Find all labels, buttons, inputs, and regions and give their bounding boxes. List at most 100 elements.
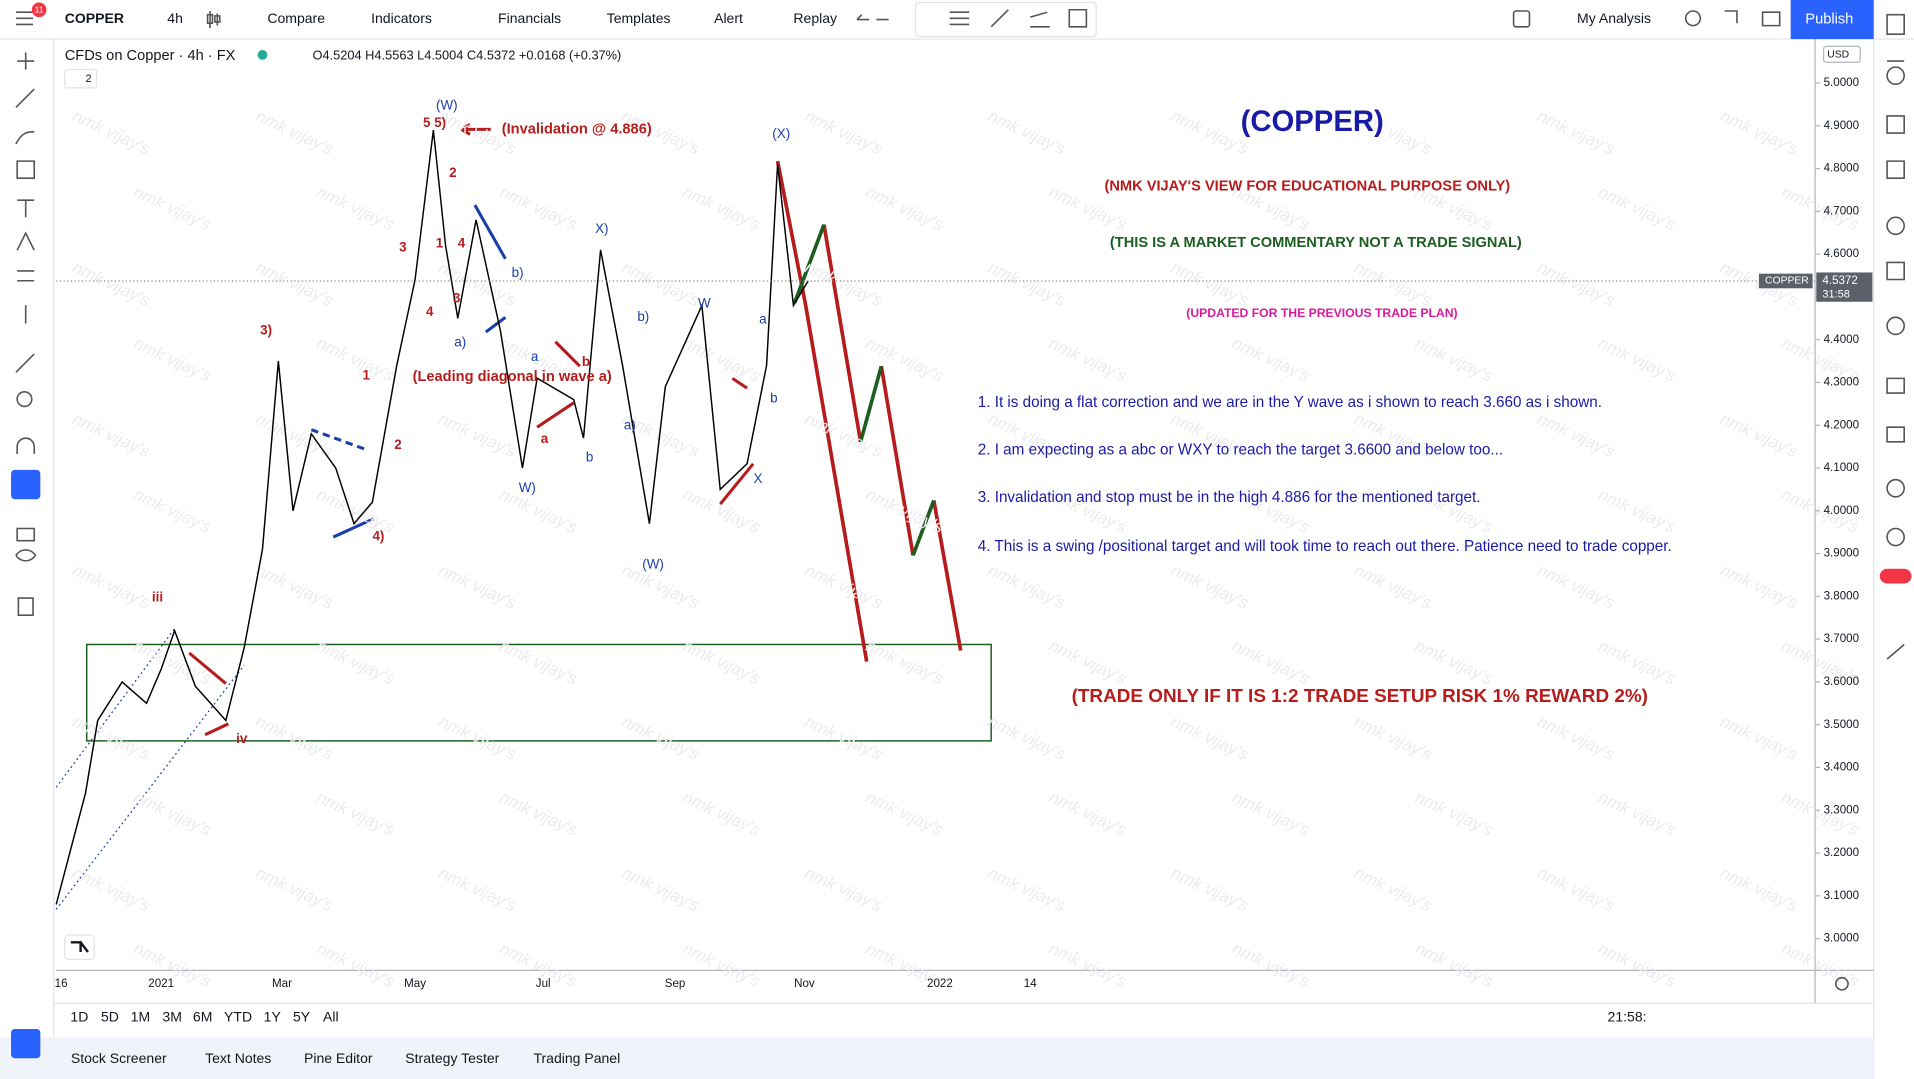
toolbar-button[interactable]: Financials [498, 10, 561, 26]
wave-label: 3 [399, 239, 406, 254]
wave-label: a [541, 431, 549, 446]
watermark: nmk vijay's [1168, 258, 1252, 310]
watermark: nmk vijay's [1168, 561, 1252, 613]
my-analysis[interactable]: My Analysis [1577, 10, 1651, 26]
watermark: nmk vijay's [1229, 636, 1313, 688]
range-button[interactable]: 5Y [293, 1009, 311, 1025]
panel-tab[interactable]: Strategy Tester [405, 1050, 499, 1066]
range-button[interactable]: 3M [162, 1009, 181, 1025]
watermark: nmk vijay's [70, 561, 154, 613]
wave-label: 4 [426, 304, 434, 319]
publish-button[interactable] [1790, 0, 1874, 40]
magnet-tool[interactable] [11, 469, 41, 500]
last-price: 4.5372 [1822, 275, 1857, 287]
gear[interactable] [1835, 976, 1849, 991]
chart-style-icon[interactable] [206, 10, 221, 29]
last-price-box [1816, 272, 1873, 302]
range-button[interactable]: 1Y [264, 1009, 282, 1025]
watermark: nmk vijay's [314, 939, 398, 991]
range-button[interactable]: 1D [70, 1009, 88, 1025]
menu-icon[interactable] [15, 11, 34, 26]
undo-redo[interactable] [856, 14, 889, 21]
bottom-panel [0, 1037, 1874, 1079]
range-button[interactable]: YTD [224, 1009, 252, 1025]
wave-label: (W) [642, 557, 664, 572]
price-tick-label: 4.3000 [1824, 377, 1859, 389]
panel-tab[interactable]: Stock Screener [71, 1050, 167, 1066]
currency-box[interactable] [1823, 45, 1861, 63]
price-tick-label: 4.7000 [1824, 205, 1859, 217]
toolbar-button[interactable]: Alert [714, 10, 743, 26]
watermark: nmk vijay's [1046, 939, 1130, 991]
toolbar-button[interactable]: Indicators [371, 10, 432, 26]
object-tree[interactable] [11, 1028, 41, 1059]
watermark: nmk vijay's [1595, 788, 1679, 840]
note-point: 1. It is doing a flat correction and we … [978, 394, 1602, 411]
price-tick-label: 4.6000 [1824, 248, 1859, 260]
watermark: nmk vijay's [985, 712, 1069, 764]
watermark: nmk vijay's [131, 333, 215, 385]
watermark: nmk vijay's [1717, 106, 1801, 158]
trendlines [55, 628, 245, 910]
right-sidebar[interactable] [1886, 13, 1905, 660]
drawing-tools[interactable] [949, 8, 1088, 28]
invalidation-note: (Invalidation @ 4.886) [502, 121, 652, 137]
symbol-tag: COPPER [1765, 276, 1809, 287]
watermark: nmk vijay's [863, 182, 947, 234]
drawing-toolbar [914, 1, 1097, 38]
note-title: (COPPER) [1241, 105, 1384, 138]
watermark: nmk vijay's [1534, 409, 1618, 461]
interval[interactable]: 4h [167, 10, 183, 26]
range-button[interactable]: 1M [131, 1009, 150, 1025]
panel-tab[interactable]: Text Notes [205, 1050, 271, 1066]
range-button[interactable]: 5D [101, 1009, 119, 1025]
watermark: nmk vijay's [1229, 788, 1313, 840]
settings-icons[interactable] [1684, 10, 1781, 27]
badge [31, 2, 47, 18]
watermark: nmk vijay's [1168, 712, 1252, 764]
publish-label[interactable]: Publish [1805, 11, 1853, 27]
wave-label: b) [637, 309, 649, 324]
panel-tab[interactable]: Pine Editor [304, 1050, 373, 1066]
wave-label: a [759, 311, 767, 326]
wave-label: 3 [453, 291, 460, 306]
wave-label: b [582, 354, 590, 369]
watermark: nmk vijay's [1595, 939, 1679, 991]
indicator-toggle[interactable] [64, 68, 98, 89]
target-zone [85, 643, 992, 742]
layout-icon[interactable] [1512, 10, 1531, 28]
toolbar-button[interactable]: Replay [793, 10, 837, 26]
price-tick-label: 3.4000 [1824, 762, 1859, 774]
watermark: nmk vijay's [1412, 333, 1496, 385]
watermark: nmk vijay's [1534, 712, 1618, 764]
time-label: 14 [1024, 978, 1037, 990]
watermark: nmk vijay's [680, 333, 764, 385]
left-toolbar[interactable] [15, 52, 37, 616]
time-label: Nov [794, 978, 815, 990]
wave-label: 2 [449, 165, 456, 180]
watermark: nmk vijay's [1534, 561, 1618, 613]
watermark: nmk vijay's [1595, 182, 1679, 234]
watermark: nmk vijay's [802, 712, 886, 764]
logo [64, 934, 95, 960]
price-tick-label: 3.7000 [1824, 633, 1859, 645]
symbol[interactable]: COPPER [65, 10, 124, 26]
watermark: nmk vijay's [863, 788, 947, 840]
watermark: nmk vijay's [802, 561, 886, 613]
watermark: nmk vijay's [1046, 636, 1130, 688]
toolbar-button[interactable]: Templates [607, 10, 671, 26]
range-button[interactable]: All [323, 1009, 339, 1025]
wave-label: 2 [394, 437, 401, 452]
watermark: nmk vijay's [1351, 863, 1435, 915]
time-label: Sep [665, 978, 686, 990]
price-tick-label: 3.9000 [1824, 548, 1859, 560]
watermark: nmk vijay's [497, 788, 581, 840]
symbol-tag-box [1758, 273, 1813, 289]
panel-tab[interactable]: Trading Panel [533, 1050, 620, 1066]
range-button[interactable]: 6M [193, 1009, 212, 1025]
watermark: nmk vijay's [70, 258, 154, 310]
watermark: nmk vijay's [1046, 333, 1130, 385]
time-label: Mar [272, 978, 292, 990]
toolbar-button[interactable]: Compare [267, 10, 325, 26]
